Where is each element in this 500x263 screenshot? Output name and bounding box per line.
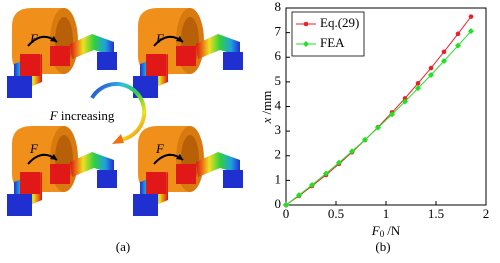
x-tick-label: 1.5 (428, 206, 444, 221)
marker (296, 192, 302, 199)
x-unit: /N (387, 223, 401, 238)
arrow-head (112, 134, 124, 144)
legend-box (291, 11, 365, 57)
caption: (a) (116, 239, 130, 254)
x-axis-label: F0/N (371, 223, 401, 239)
marker (375, 124, 381, 131)
y-tick-label: 3 (275, 122, 282, 137)
legend-marker (303, 21, 309, 27)
marker (283, 202, 289, 208)
force-label: F (29, 141, 39, 156)
caption: (b) (375, 239, 390, 254)
marker (402, 98, 408, 105)
y-symbol: x (259, 117, 274, 124)
marker (362, 136, 368, 143)
marker (415, 85, 421, 92)
y-tick-label: 5 (275, 73, 282, 88)
marker (323, 170, 329, 177)
x-tick-label: 2 (483, 206, 490, 221)
mechanism-image (132, 125, 244, 217)
increase-arrow (90, 82, 147, 142)
mechanism-image (6, 7, 118, 99)
marker (415, 81, 421, 86)
y-tick-label: 6 (275, 48, 282, 63)
y-axis-label: x/mm (259, 91, 274, 125)
y-tick-label: 2 (275, 147, 282, 162)
mechanism-image (6, 125, 118, 217)
legend-marker (303, 41, 309, 47)
force-label: F (29, 31, 39, 46)
y-tick-label: 0 (275, 196, 282, 211)
marker (402, 96, 408, 101)
x-symbol: F (371, 223, 381, 238)
y-tick-label: 7 (275, 24, 282, 39)
legend-label: Eq.(29) (320, 15, 359, 30)
marker (336, 159, 342, 166)
marker (389, 111, 395, 118)
force-label: F (155, 31, 165, 46)
marker (441, 57, 447, 64)
x-subscript: 0 (380, 229, 385, 239)
arrow-label: F increasing (49, 108, 115, 123)
marker (455, 42, 461, 49)
marker (468, 14, 474, 19)
marker (468, 28, 474, 35)
x-tick-label: 0.5 (328, 206, 344, 221)
y-tick-label: 4 (275, 97, 282, 112)
y-unit: /mm (259, 91, 274, 115)
series-line (285, 30, 472, 206)
x-tick-label: 1 (383, 206, 390, 221)
marker (441, 49, 447, 55)
marker (349, 148, 355, 155)
marker (428, 65, 434, 71)
marker (428, 71, 434, 78)
marker (309, 182, 315, 189)
legend-label: FEA (320, 35, 345, 50)
y-tick-label: 1 (275, 171, 282, 186)
arrow-text: increasing (61, 108, 115, 123)
x-tick-label: 0 (283, 206, 290, 221)
arrow-symbol: F (49, 108, 59, 123)
force-label: F (155, 141, 165, 156)
y-tick-label: 8 (275, 0, 282, 14)
marker (455, 31, 461, 37)
mechanism-image (132, 7, 244, 99)
